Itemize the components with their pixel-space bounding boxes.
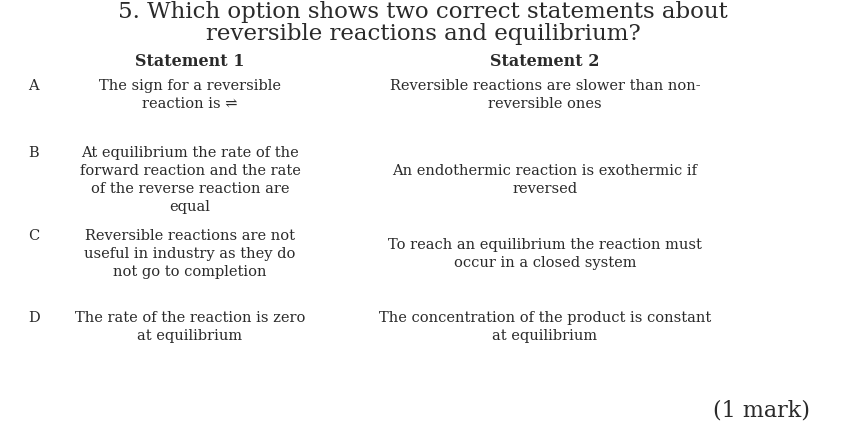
Text: reversed: reversed xyxy=(513,182,578,196)
Text: Reversible reactions are not: Reversible reactions are not xyxy=(85,229,295,243)
Text: reversible ones: reversible ones xyxy=(488,97,602,111)
Text: Statement 1: Statement 1 xyxy=(135,53,244,70)
Text: forward reaction and the rate: forward reaction and the rate xyxy=(80,164,300,178)
Text: The sign for a reversible: The sign for a reversible xyxy=(99,79,281,93)
Text: not go to completion: not go to completion xyxy=(113,265,266,279)
Text: at equilibrium: at equilibrium xyxy=(492,329,597,343)
Text: C: C xyxy=(28,229,39,243)
Text: of the reverse reaction are: of the reverse reaction are xyxy=(91,182,289,196)
Text: The concentration of the product is constant: The concentration of the product is cons… xyxy=(379,311,711,325)
Text: Reversible reactions are slower than non-: Reversible reactions are slower than non… xyxy=(390,79,700,93)
Text: At equilibrium the rate of the: At equilibrium the rate of the xyxy=(81,146,299,160)
Text: The rate of the reaction is zero: The rate of the reaction is zero xyxy=(74,311,305,325)
Text: (1 mark): (1 mark) xyxy=(713,399,810,421)
Text: equal: equal xyxy=(169,200,211,214)
Text: B: B xyxy=(28,146,39,160)
Text: D: D xyxy=(28,311,40,325)
Text: at equilibrium: at equilibrium xyxy=(137,329,243,343)
Text: reaction is ⇌: reaction is ⇌ xyxy=(142,97,238,111)
Text: reversible reactions and equilibrium?: reversible reactions and equilibrium? xyxy=(206,23,640,45)
Text: useful in industry as they do: useful in industry as they do xyxy=(85,247,296,261)
Text: To reach an equilibrium the reaction must: To reach an equilibrium the reaction mus… xyxy=(388,238,702,252)
Text: Statement 2: Statement 2 xyxy=(490,53,600,70)
Text: 5. Which option shows two correct statements about: 5. Which option shows two correct statem… xyxy=(118,1,728,23)
Text: A: A xyxy=(28,79,39,93)
Text: occur in a closed system: occur in a closed system xyxy=(453,256,636,270)
Text: An endothermic reaction is exothermic if: An endothermic reaction is exothermic if xyxy=(393,164,697,178)
